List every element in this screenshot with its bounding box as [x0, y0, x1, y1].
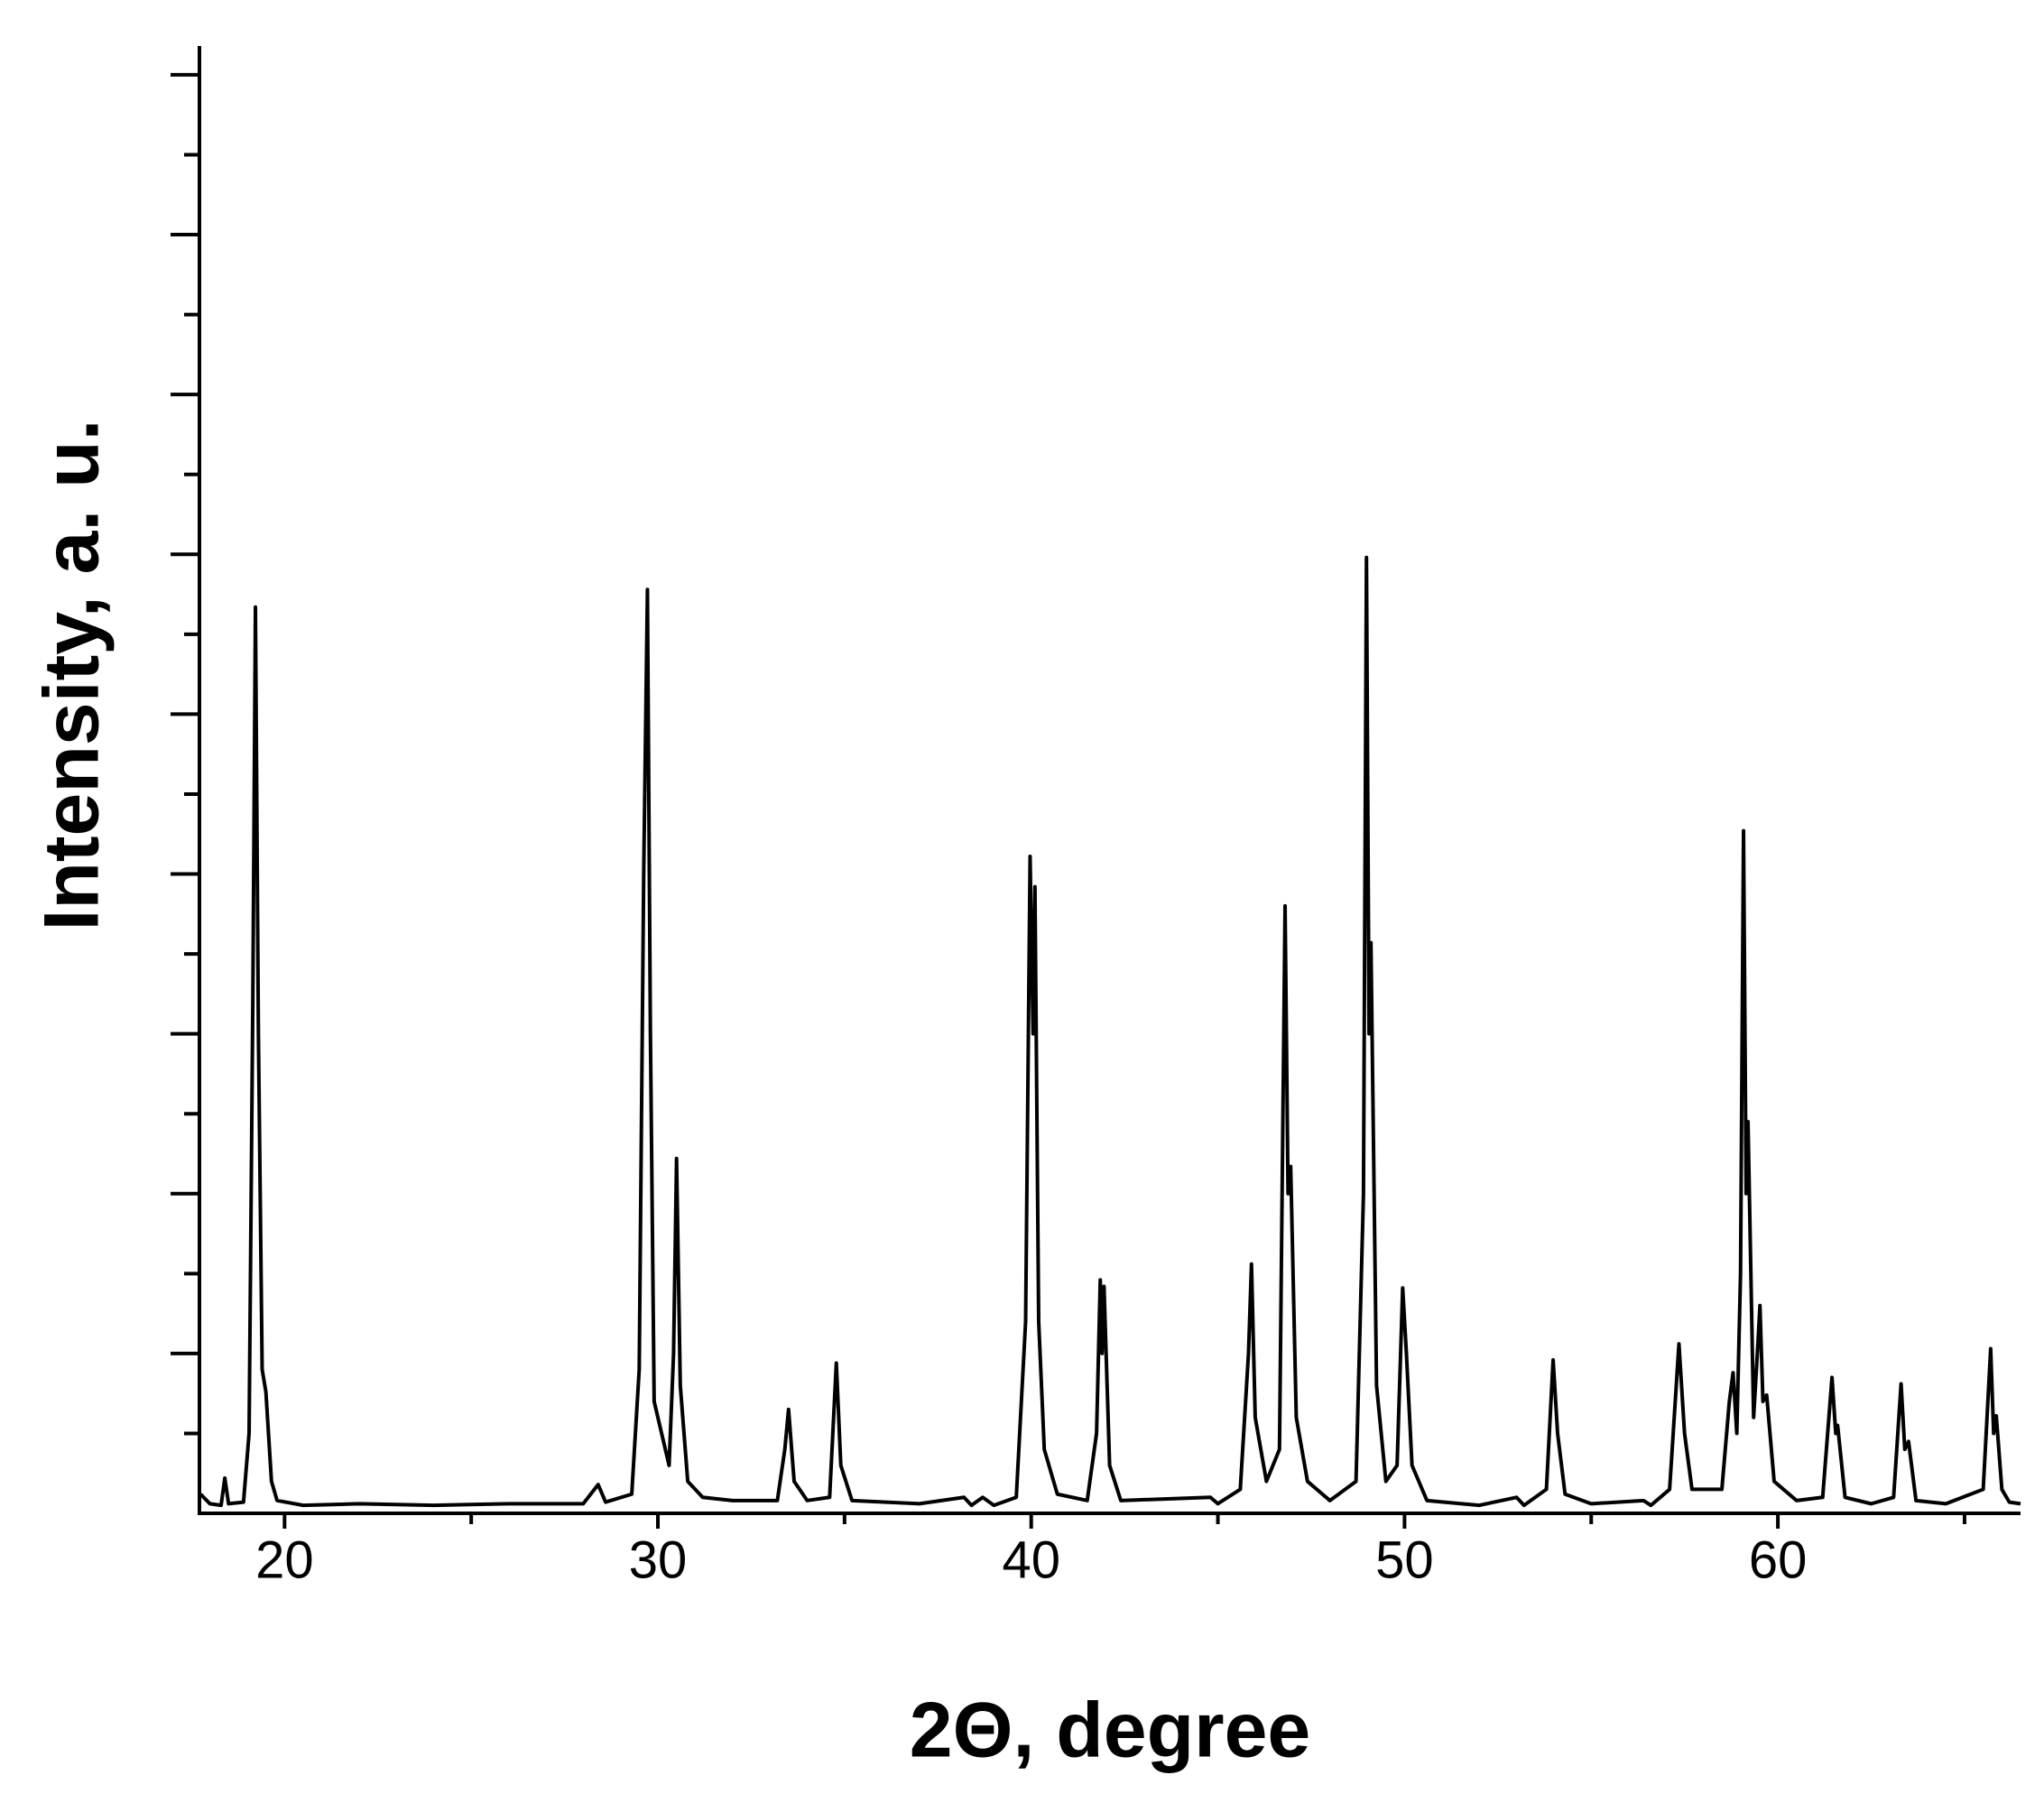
y-axis-title: Intensity, a. u. — [29, 419, 116, 930]
x-tick-label: 40 — [1002, 1531, 1060, 1590]
x-tick-label: 20 — [255, 1531, 314, 1590]
x-axis-title: 2Θ, degree — [910, 1687, 1311, 1774]
intensity-line — [199, 555, 2021, 1508]
x-tick-label: 60 — [1749, 1531, 1808, 1590]
x-tick-label: 50 — [1375, 1531, 1434, 1590]
x-tick-label: 30 — [629, 1531, 688, 1590]
